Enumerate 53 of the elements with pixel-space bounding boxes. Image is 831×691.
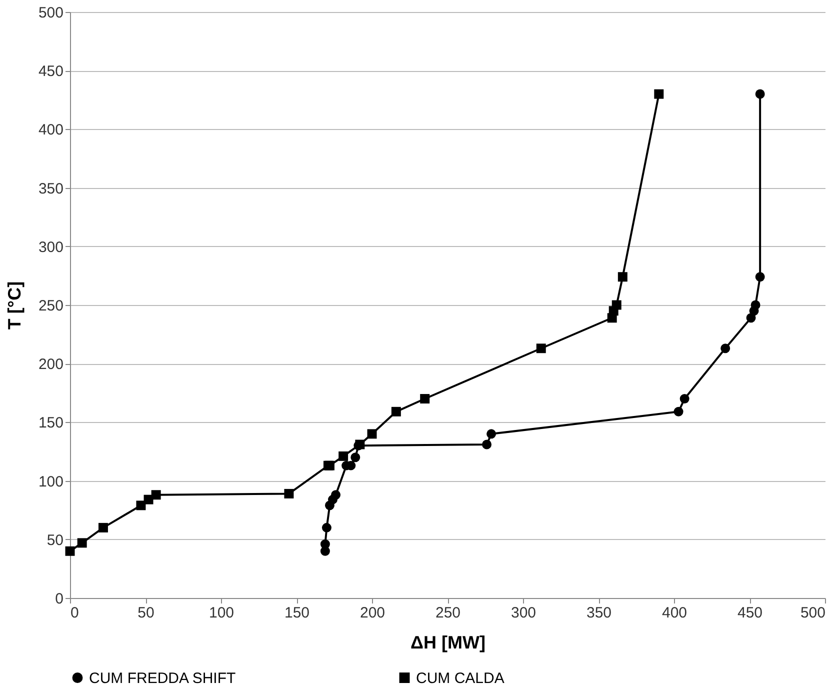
point [755, 272, 765, 282]
point [65, 546, 75, 556]
x-tick-label: 200 [360, 604, 386, 622]
y-tick-label: 150 [38, 414, 64, 432]
y-tick-label: 450 [38, 63, 64, 80]
point [284, 488, 294, 498]
x-tick-label: 450 [737, 604, 763, 622]
legend-label: CUM FREDDA SHIFT [89, 670, 236, 687]
point [98, 522, 108, 532]
y-tick-label: 50 [46, 532, 64, 549]
x-tick-label: 300 [510, 604, 536, 622]
y-tick-label: 200 [38, 356, 64, 374]
x-axis-title: ΔH [MW] [410, 632, 486, 652]
y-tick-label: 500 [38, 4, 64, 22]
y-tick-label: 0 [55, 590, 64, 608]
point [322, 522, 332, 532]
point [750, 300, 760, 310]
y-tick-label: 350 [38, 180, 64, 198]
point [331, 490, 341, 500]
point [720, 344, 730, 354]
point [680, 394, 690, 404]
point [391, 406, 401, 416]
x-tick-label: 0 [70, 604, 79, 622]
y-axis-title: T [°C] [4, 281, 24, 330]
point [144, 494, 154, 504]
y-tick-label: 300 [38, 238, 64, 256]
point [77, 538, 87, 548]
point [612, 300, 622, 310]
point [367, 429, 377, 439]
x-tick-label: 250 [435, 604, 461, 622]
point [151, 490, 161, 500]
x-tick-label: 350 [586, 604, 612, 622]
x-tick-label: 500 [800, 604, 826, 622]
y-tick-label: 400 [38, 122, 64, 139]
x-tick-label: 50 [138, 604, 154, 622]
point [755, 89, 765, 99]
x-tick-label: 400 [662, 604, 688, 622]
y-tick-label: 250 [38, 298, 64, 314]
point [420, 394, 430, 404]
point [350, 452, 360, 462]
point [536, 344, 546, 354]
point [482, 440, 492, 450]
point [486, 429, 496, 439]
point [618, 272, 628, 282]
x-tick-label: 100 [208, 604, 234, 622]
y-tick-label: 100 [38, 473, 64, 490]
point [674, 406, 684, 416]
x-tick-label: 150 [284, 604, 310, 622]
point [338, 451, 348, 461]
point [320, 539, 330, 549]
legend-label: CUM CALDA [416, 670, 504, 687]
point [136, 500, 146, 510]
point [654, 89, 664, 99]
